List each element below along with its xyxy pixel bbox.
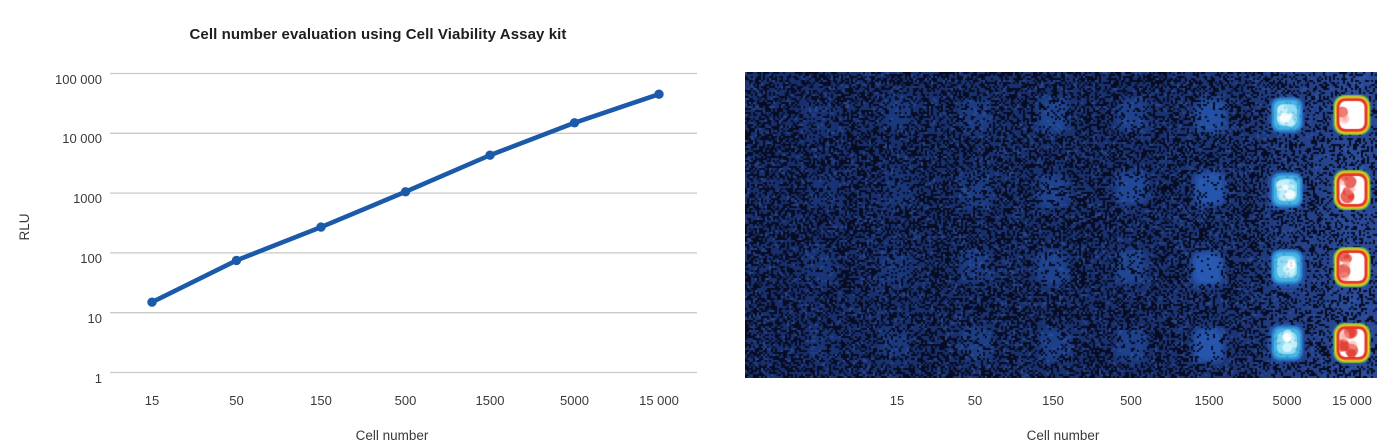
plate-tick-label: 150 [1042,393,1064,408]
data-line [149,91,662,305]
data-point-marker [569,118,580,128]
data-point-marker [485,150,495,160]
data-point-marker [316,222,326,232]
plate-tick-label: 500 [1120,393,1142,408]
data-point-marker [654,89,664,99]
plate-tick-label: 5000 [1272,393,1302,408]
plate-tick-label: 15 000 [1332,393,1372,408]
x-tick-label: 50 [229,393,244,408]
y-tick-label: 10 [87,311,102,326]
x-axis-title: Cell number [355,428,429,443]
plate-tick-label: 15 [889,393,905,408]
x-tick-label: 500 [394,393,417,408]
line-chart-plot [110,72,697,374]
y-tick-label: 1000 [73,191,102,206]
x-tick-label: 15 000 [639,393,679,408]
chart-title: Cell number evaluation using Cell Viabil… [189,26,567,43]
plate-tick-label: 1500 [1194,393,1224,408]
y-tick-label: 10 000 [62,131,102,146]
x-tick-label: 5000 [560,393,589,408]
y-tick-label: 100 [80,251,102,266]
x-tick-label: 1500 [475,393,505,408]
x-tick-label: 150 [310,393,332,408]
plate-tick-label: 50 [967,393,983,408]
data-point-marker [147,297,157,307]
data-point-marker [231,255,242,266]
data-point-marker [400,187,411,197]
luminescence-plate-image [745,72,1377,378]
y-tick-label: 1 [94,371,102,386]
plate-x-axis-title: Cell number [1026,428,1100,443]
y-tick-label: 100 000 [55,72,102,87]
x-tick-label: 15 [144,393,160,408]
